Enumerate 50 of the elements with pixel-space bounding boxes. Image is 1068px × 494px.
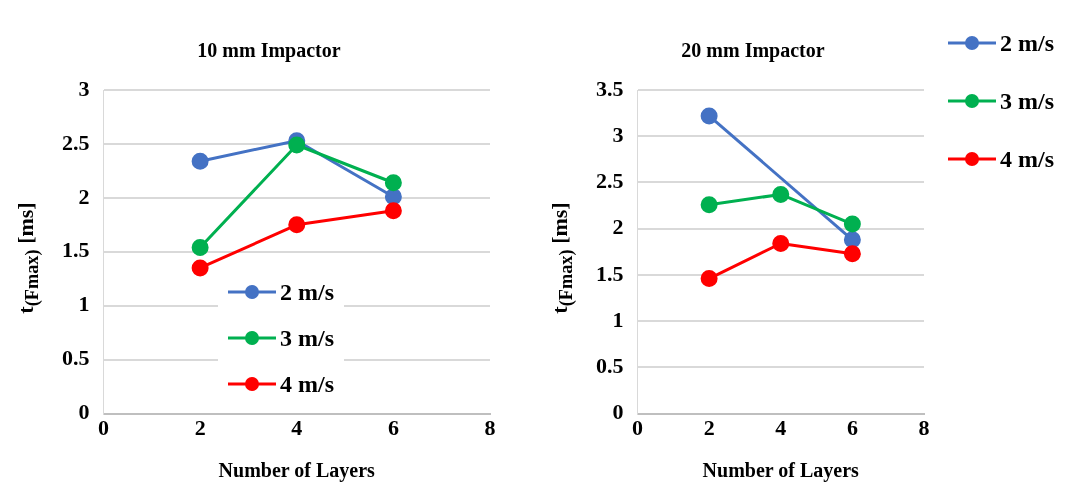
y-tick-label: 2.5 [62,129,90,155]
y-tick-label: 3.5 [596,75,624,101]
y-tick-label: 3 [612,121,624,147]
x-tick-label: 8 [918,415,930,441]
x-tick-label: 6 [387,415,399,441]
point [772,234,790,252]
x-tick-label: 2 [703,415,715,441]
y-tick-label: 3 [78,75,90,101]
point [384,202,402,220]
y-tick-label: 2.5 [596,168,624,194]
point [843,245,861,263]
legend-label: 3 m/s [280,324,334,352]
legend-label: 2 m/s [1000,29,1054,57]
legend-label: 2 m/s [280,278,334,306]
y-tick-label: 1.5 [62,237,90,263]
y-tick-label: 2 [612,214,624,240]
x-axis-title: Number of Layers [702,459,860,483]
point [843,231,861,249]
legend-label: 3 m/s [1000,87,1054,115]
x-tick-label: 8 [484,415,496,441]
legend-label: 4 m/s [1000,145,1054,173]
point [288,136,306,154]
x-axis-title: Number of Layers [218,459,376,483]
point [700,270,718,288]
x-tick-label: 0 [98,415,109,441]
point [191,152,209,170]
point [700,107,718,125]
point [191,238,209,256]
x-tick-label: 2 [194,415,206,441]
point [843,215,861,233]
y-tick-label: 0.5 [596,353,624,379]
y-tick-label: 1.5 [596,260,624,286]
point [191,259,209,277]
x-tick-label: 4 [775,415,787,441]
point [384,174,402,192]
chart-title: 10 mm Impactor [197,39,341,63]
y-tick-label: 0 [612,399,624,425]
chart-title: 20 mm Impactor [681,39,825,63]
y-tick-label: 1 [78,291,90,317]
y-tick-label: 0 [78,399,90,425]
x-tick-label: 0 [632,415,643,441]
y-tick-label: 0.5 [62,345,90,371]
x-tick-label: 4 [291,415,303,441]
x-tick-label: 6 [846,415,858,441]
point [288,216,306,234]
point [700,196,718,214]
y-tick-label: 1 [612,306,624,332]
point [772,185,790,203]
legend-label: 4 m/s [280,370,334,398]
y-tick-label: 2 [78,183,90,209]
